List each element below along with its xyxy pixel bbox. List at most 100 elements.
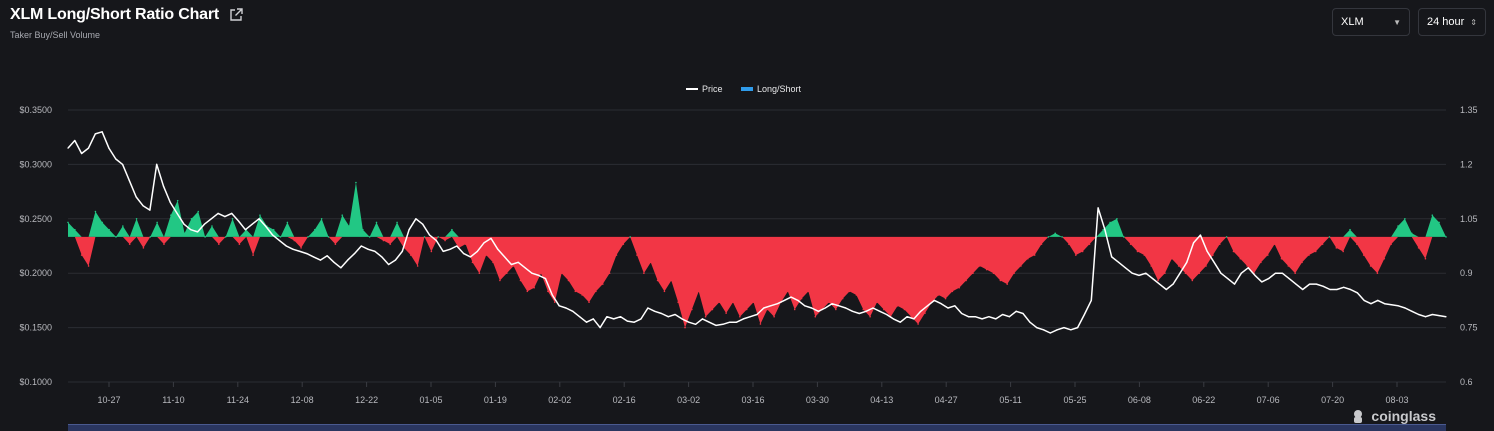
long-short-point: [1081, 250, 1084, 253]
price-point: [572, 310, 574, 312]
price-point: [272, 234, 274, 236]
long-short-point: [1129, 243, 1132, 245]
price-point: [1288, 278, 1290, 280]
long-short-point: [190, 218, 193, 220]
long-short-point: [1191, 279, 1194, 282]
long-short-point: [1170, 257, 1173, 260]
long-short-point: [910, 315, 913, 318]
price-point: [660, 312, 663, 315]
long-short-point: [519, 279, 522, 282]
price-point: [108, 147, 110, 149]
price-point: [1315, 283, 1317, 285]
price-point: [510, 263, 513, 266]
chevron-down-icon: ▼: [1393, 17, 1401, 27]
price-point: [388, 263, 390, 266]
long-short-point: [464, 243, 467, 245]
long-short-point: [204, 236, 206, 238]
price-point: [1077, 327, 1079, 329]
price-point: [947, 307, 949, 309]
price-point: [217, 212, 219, 214]
price-point: [285, 245, 287, 247]
long-short-point: [293, 239, 296, 242]
long-short-point: [300, 247, 302, 249]
long-short-point: [917, 323, 919, 325]
y-right-tick-label: 1.35: [1460, 105, 1478, 115]
range-navigator[interactable]: [68, 424, 1446, 431]
long-short-point: [1109, 221, 1111, 224]
page-title: XLM Long/Short Ratio Chart: [10, 6, 220, 23]
price-point: [306, 253, 308, 255]
x-tick-label: 03-16: [741, 395, 764, 405]
price-point: [319, 259, 322, 261]
legend-long-short-swatch: [741, 87, 753, 91]
long-short-point: [1157, 279, 1159, 282]
long-short-point: [471, 261, 474, 264]
price-point: [558, 305, 560, 307]
long-short-point: [999, 279, 1002, 282]
long-short-point: [848, 290, 851, 293]
long-short-point: [1328, 236, 1331, 238]
long-short-point: [958, 286, 961, 289]
period-select[interactable]: 24 hour ⇕: [1418, 8, 1486, 36]
price-point: [920, 310, 922, 312]
price-point: [626, 320, 628, 322]
long-short-point: [1068, 243, 1070, 245]
price-point: [1186, 261, 1188, 263]
legend-long-short-label[interactable]: Long/Short: [757, 84, 802, 94]
coin-select[interactable]: XLM ▼: [1332, 8, 1410, 36]
price-point: [1227, 278, 1229, 280]
price-point: [1001, 313, 1004, 316]
long-short-point: [1116, 218, 1118, 220]
price-point: [688, 321, 690, 323]
long-short-point: [649, 261, 652, 264]
x-tick-label: 12-08: [291, 395, 314, 405]
price-point: [797, 299, 799, 301]
y-right-tick-label: 1.05: [1460, 214, 1478, 224]
price-point: [1424, 316, 1427, 318]
price-point: [1104, 229, 1106, 231]
price-point: [1370, 303, 1372, 305]
long-short-point: [1184, 272, 1187, 275]
price-point: [1281, 272, 1283, 274]
price-point: [415, 218, 417, 220]
long-short-point: [629, 236, 631, 238]
long-short-point: [1376, 272, 1379, 275]
long-short-point: [156, 221, 158, 224]
price-point: [810, 307, 813, 309]
price-point: [940, 303, 942, 305]
price-point: [913, 318, 915, 320]
long-short-point: [1404, 218, 1406, 220]
x-tick-label: 10-27: [97, 395, 120, 405]
price-point: [251, 223, 253, 225]
long-short-area: [67, 181, 1447, 329]
external-link-icon[interactable]: [229, 8, 243, 22]
x-tick-label: 04-27: [935, 395, 958, 405]
price-point: [517, 261, 519, 263]
price-point: [995, 318, 997, 320]
long-short-point: [876, 301, 878, 304]
long-short-point: [1218, 243, 1221, 245]
long-short-point: [787, 290, 789, 293]
long-short-point: [368, 236, 371, 238]
long-short-point: [869, 315, 871, 318]
chart-header: XLM Long/Short Ratio Chart Taker Buy/Sel…: [10, 6, 243, 40]
y-left-tick-label: $0.2000: [19, 268, 52, 278]
price-point: [1036, 327, 1038, 329]
long-short-point: [1102, 228, 1105, 231]
legend-price-label[interactable]: Price: [702, 84, 723, 94]
long-short-point: [883, 308, 885, 311]
price-point: [135, 196, 137, 198]
long-short-point: [1314, 250, 1317, 253]
price-line-group: [67, 131, 1447, 334]
long-short-point: [1266, 254, 1269, 256]
price-point: [1029, 321, 1031, 323]
long-short-point: [773, 315, 775, 318]
long-short-point: [348, 225, 350, 227]
price-point: [763, 307, 765, 309]
long-short-point: [163, 243, 165, 245]
y-right-tick-label: 1.2: [1460, 159, 1473, 169]
long-short-point: [759, 323, 762, 325]
price-point: [292, 248, 294, 250]
long-short-point: [903, 308, 906, 311]
long-short-point: [231, 218, 234, 220]
